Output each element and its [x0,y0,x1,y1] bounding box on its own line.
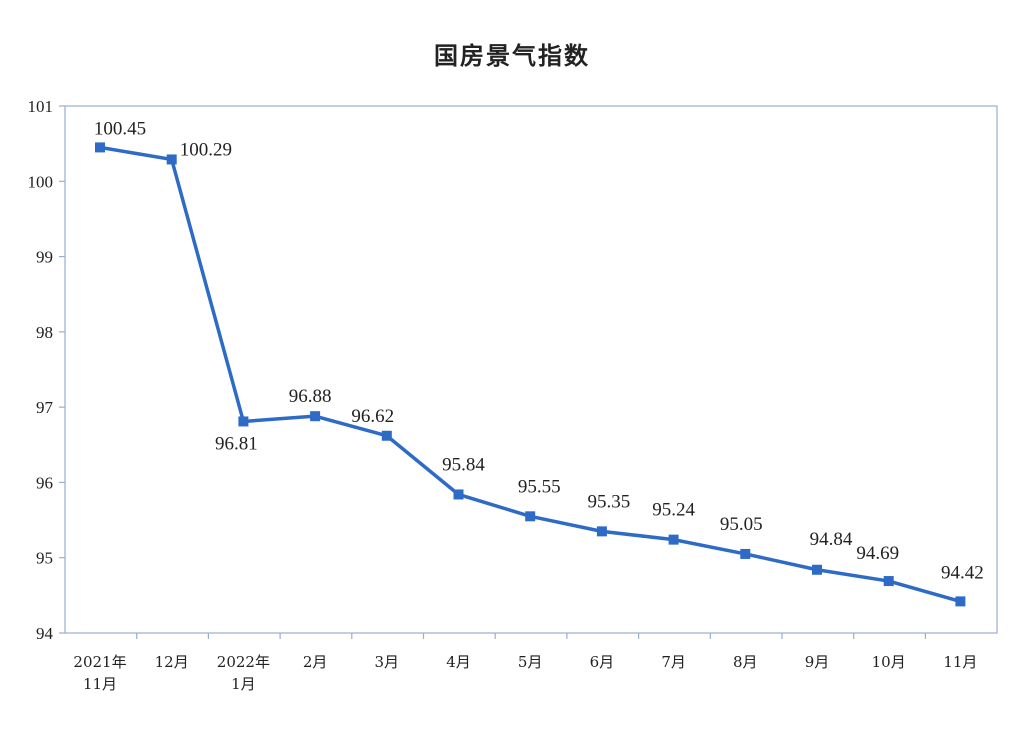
data-point-marker [310,411,321,422]
x-tick-label: 6月 [590,653,615,671]
y-tick-label: 95 [36,549,53,568]
x-tick-label: 2022年 [217,653,270,671]
data-label: 96.88 [289,386,332,407]
data-label: 95.05 [720,514,763,535]
data-point-marker [668,534,679,545]
x-tick-label: 11月 [83,675,117,693]
data-point-marker [381,430,392,441]
data-label: 95.84 [442,454,485,475]
x-tick-label: 12月 [155,653,189,671]
data-point-marker [812,564,822,575]
data-label: 95.55 [518,476,561,497]
y-axis-ticks: 94 95 96 97 98 99 100 101 [28,97,65,643]
x-tick-label: 11月 [943,653,977,671]
data-label: 94.42 [941,562,984,583]
series-markers [95,142,966,607]
data-point-marker [453,489,464,500]
y-tick-label: 99 [36,248,53,267]
x-tick-label: 8月 [733,653,758,671]
data-label: 100.29 [180,139,232,160]
x-tick-label: 9月 [805,653,830,671]
x-tick-label: 7月 [661,653,686,671]
y-tick-label: 94 [36,624,54,643]
y-tick-label: 98 [36,323,53,342]
x-tick-label: 2021年 [73,653,126,671]
plot-area-frame [64,105,998,634]
x-tick-label: 2月 [303,653,328,671]
x-tick-label: 5月 [518,653,543,671]
y-tick-label: 101 [28,97,54,116]
data-point-marker [95,142,105,153]
x-tick-label: 3月 [375,653,400,671]
data-point-marker [740,548,751,559]
data-point-marker [883,576,894,587]
y-tick-label: 96 [36,473,53,492]
y-tick-label: 97 [36,398,54,417]
data-label: 96.62 [351,406,394,427]
x-tick-label: 1月 [231,675,256,693]
data-labels: 100.45 100.29 96.81 96.88 96.62 95.84 95.55 95.… [94,118,984,583]
data-label: 94.69 [856,543,899,564]
data-point-marker [955,596,966,607]
x-axis-ticks: 2021年 11月 12月 2022年 1月 2月 3月 4月 5月 6月 7月 8月 9月 10月 11月 [73,633,977,693]
x-tick-label: 10月 [872,653,906,671]
x-tick-label: 4月 [446,653,471,671]
y-tick-label: 100 [28,172,54,191]
data-point-marker [238,416,249,427]
data-label: 94.84 [810,529,853,550]
chart-title: 国房景气指数 [434,42,590,70]
data-label: 95.24 [652,500,695,521]
data-label: 100.45 [94,118,146,139]
data-point-marker [525,511,536,522]
data-point-marker [596,526,607,537]
data-label: 96.81 [215,433,258,454]
data-label: 95.35 [588,491,631,512]
data-point-marker [166,154,177,165]
